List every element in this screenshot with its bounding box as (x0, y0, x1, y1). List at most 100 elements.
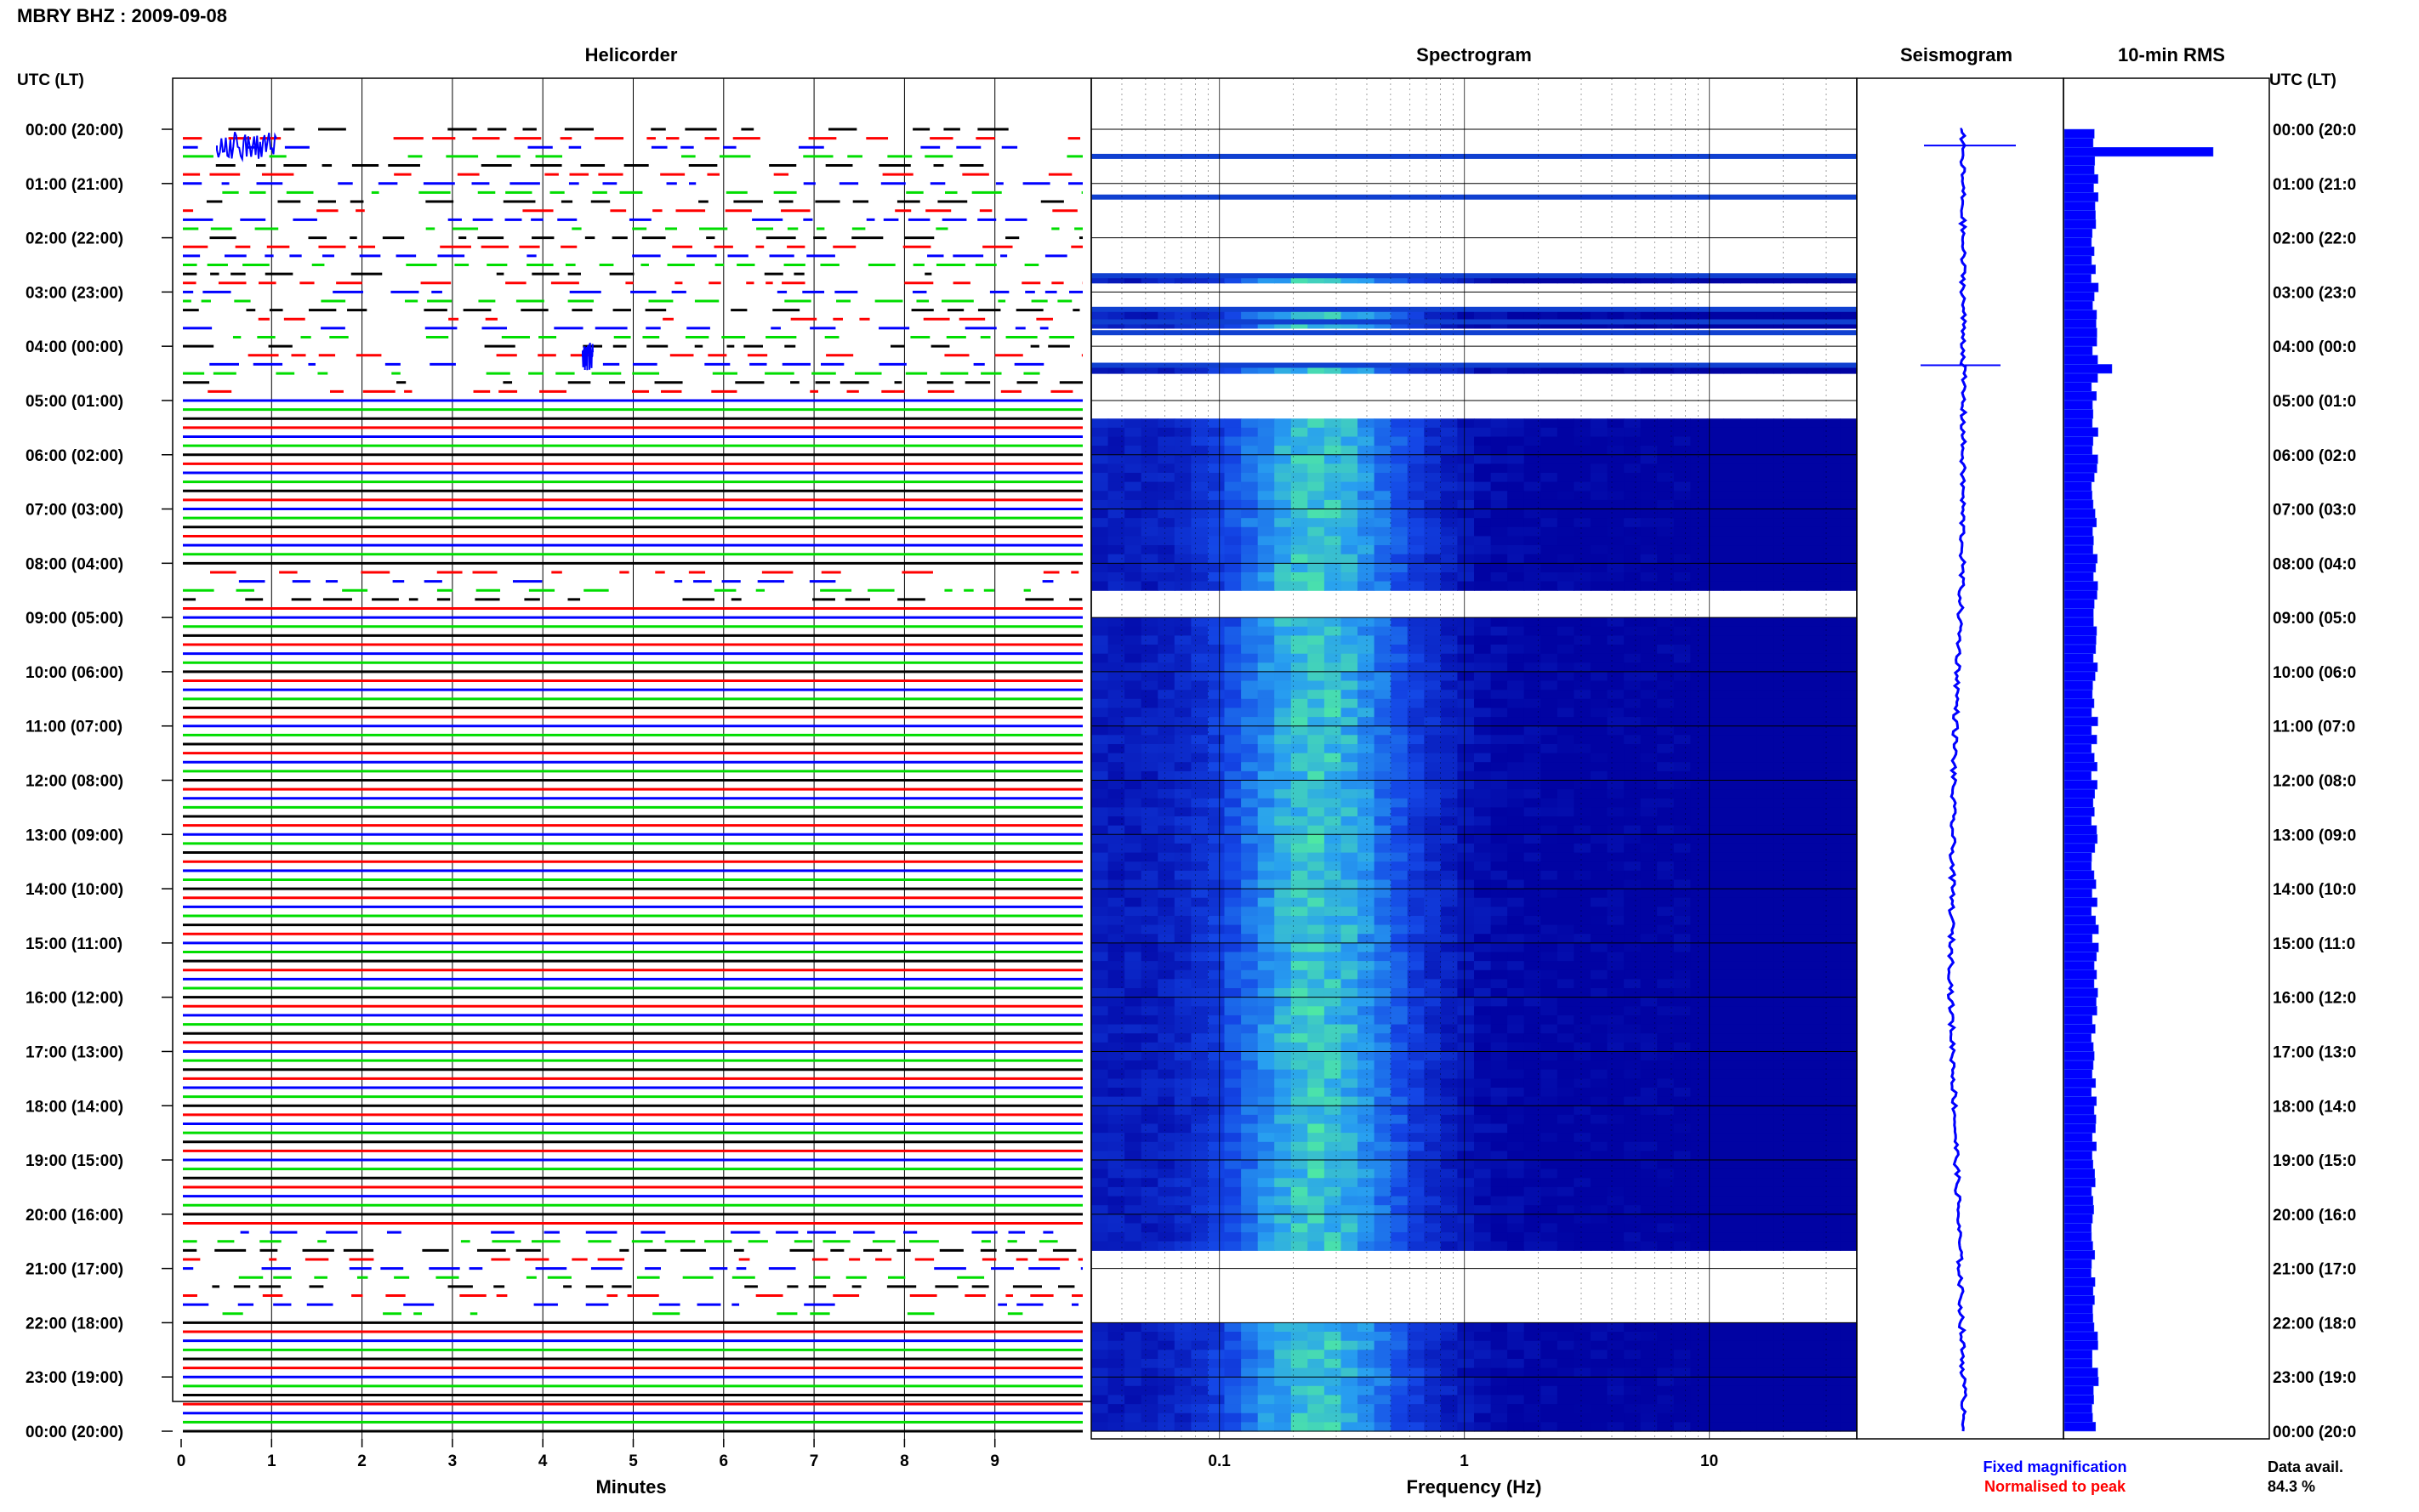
spectrogram-cell (1756, 744, 1774, 754)
spectrogram-cell (1107, 979, 1125, 989)
spectrogram-cell (1224, 979, 1242, 989)
spectrogram-cell (1191, 1151, 1209, 1161)
spectrogram-cell (1091, 454, 1109, 464)
spectrogram-cell (1257, 1106, 1275, 1116)
spectrogram-cell (1257, 907, 1275, 917)
spectrogram-cell (1323, 762, 1342, 772)
spectrogram-cell (1807, 1151, 1824, 1161)
spectrogram-cell (1141, 563, 1158, 573)
spectrogram-cell (1507, 1024, 1525, 1034)
spectrogram-cell (1424, 770, 1442, 782)
spectrogram-cell (1440, 1133, 1459, 1143)
spectrogram-cell (1323, 1223, 1342, 1233)
spectrogram-cell (1440, 491, 1459, 501)
spectrogram-cell (1340, 753, 1358, 763)
spectrogram-cell (1224, 463, 1242, 474)
spectrogram-cell (1523, 1186, 1541, 1197)
spectrogram-cell (1191, 924, 1209, 935)
spectrogram-cell (1540, 499, 1558, 510)
spectrogram-cell (1607, 907, 1625, 917)
spectrogram-cell (1790, 1214, 1807, 1224)
spectrogram-cell (1440, 1106, 1459, 1116)
spectrogram-cell (1557, 988, 1574, 998)
spectrogram-cell (1124, 897, 1142, 907)
spectrogram-cell (1407, 491, 1425, 501)
spectrogram-cell (1591, 1033, 1608, 1043)
spectrogram-cell (1208, 1033, 1226, 1043)
spectrogram-cell (1141, 952, 1158, 962)
spectrogram-cell (1840, 708, 1858, 718)
spectrogram-cell (1274, 889, 1292, 899)
spectrogram-cell (1323, 518, 1342, 528)
spectrogram-cell (1607, 581, 1625, 591)
spectrogram-cell (1607, 364, 1625, 374)
spectrogram-cell (1740, 870, 1758, 880)
spectrogram-cell (1124, 780, 1142, 790)
spectrogram-cell (1424, 662, 1442, 673)
spectrogram-cell (1690, 1168, 1708, 1179)
spectrogram-cell (1591, 1133, 1608, 1143)
spectrogram-cell (1507, 572, 1525, 583)
spectrogram-cell (1807, 807, 1824, 817)
spectrogram-cell (1407, 1114, 1425, 1125)
spectrogram-cell (1474, 889, 1492, 899)
spectrogram-cell (1756, 1168, 1774, 1179)
spectrogram-cell (1807, 969, 1824, 980)
spectrogram-cell (1340, 645, 1358, 655)
spectrogram-cell (1540, 1042, 1558, 1052)
spectrogram-cell (1624, 834, 1642, 844)
spectrogram-cell (1773, 499, 1791, 510)
spectrogram-cell (1174, 725, 1192, 736)
spectrogram-cell (1307, 1186, 1325, 1197)
spectrogram-cell (1340, 780, 1358, 790)
spectrogram-cell (1807, 671, 1824, 682)
spectrogram-cell (1224, 698, 1242, 708)
spectrogram-cell (1574, 907, 1591, 917)
spectrogram-cell (1374, 889, 1392, 899)
spectrogram-cell (1124, 708, 1142, 718)
spectrogram-cell (1591, 698, 1608, 708)
spectrogram-cell (1557, 1141, 1574, 1151)
spectrogram-cell (1490, 897, 1508, 907)
spectrogram-cell (1290, 961, 1308, 971)
spectrogram-cell (1790, 870, 1807, 880)
spectrogram-cell (1107, 725, 1125, 736)
spectrogram-cell (1591, 780, 1608, 790)
spectrogram-cell (1507, 1106, 1525, 1116)
spectrogram-cell (1574, 653, 1591, 663)
spectrogram-cell (1257, 1033, 1275, 1043)
spectrogram-cell (1191, 1033, 1209, 1043)
spectrogram-cell (1723, 481, 1741, 492)
spectrogram-cell (1673, 870, 1691, 880)
spectrogram-cell (1191, 889, 1209, 899)
spectrogram-cell (1540, 1114, 1558, 1125)
spectrogram-cell (1523, 1214, 1541, 1224)
spectrogram-cell (1723, 735, 1741, 745)
spectrogram-cell (1274, 491, 1292, 501)
spectrogram-cell (1607, 924, 1625, 935)
spectrogram-cell (1224, 274, 1242, 284)
spectrogram-cell (1624, 807, 1642, 817)
spectrogram-cell (1323, 816, 1342, 827)
spectrogram-cell (1640, 1051, 1658, 1061)
spectrogram-cell (1141, 798, 1158, 808)
spectrogram-cell (1124, 545, 1142, 555)
spectrogram-cell (1507, 952, 1525, 962)
spectrogram-cell (1723, 1042, 1741, 1052)
spectrogram-cell (1290, 907, 1308, 917)
spectrogram-cell (1391, 1123, 1409, 1134)
spectrogram-cell (1624, 446, 1642, 456)
spectrogram-cell (1840, 1024, 1858, 1034)
spectrogram-cell (1208, 807, 1226, 817)
spectrogram-cell (1490, 427, 1508, 438)
spectrogram-cell (1357, 889, 1375, 899)
spectrogram-cell (1191, 518, 1209, 528)
spectrogram-cell (1290, 744, 1308, 754)
spectrogram-cell (1107, 473, 1125, 483)
spectrogram-cell (1407, 536, 1425, 546)
spectrogram-cell (1657, 509, 1675, 519)
spectrogram-cell (1706, 518, 1725, 528)
spectrogram-cell (1490, 671, 1508, 682)
spectrogram-cell (1723, 1006, 1741, 1016)
spectrogram-cell (1474, 671, 1492, 682)
